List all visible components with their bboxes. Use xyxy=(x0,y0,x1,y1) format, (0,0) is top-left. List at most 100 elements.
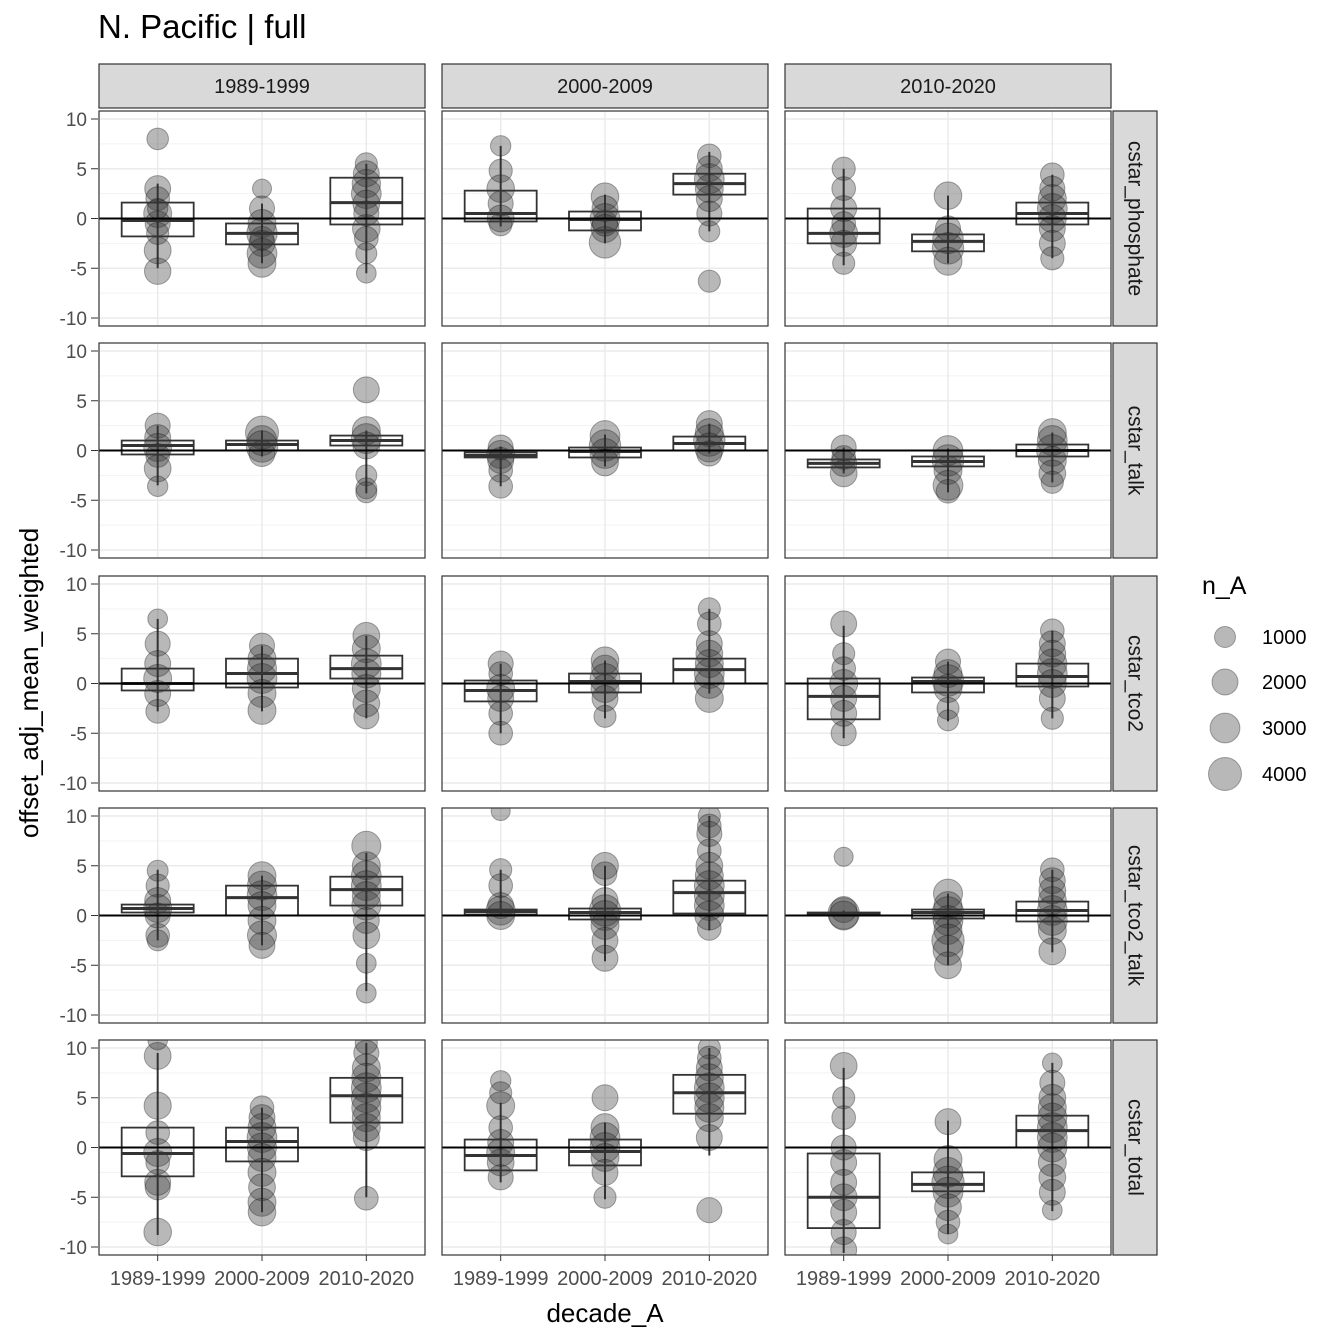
data-point xyxy=(1038,459,1067,488)
data-point xyxy=(489,1081,513,1105)
data-point xyxy=(1036,1112,1068,1143)
data-point xyxy=(590,182,620,211)
data-point xyxy=(144,175,172,203)
data-point xyxy=(830,610,858,638)
data-point xyxy=(931,923,965,958)
legend-key xyxy=(1211,668,1239,696)
data-point xyxy=(832,251,856,275)
data-point xyxy=(831,656,857,681)
data-point xyxy=(1037,1093,1067,1123)
data-point xyxy=(1038,1178,1066,1206)
data-point xyxy=(486,174,515,203)
panel xyxy=(98,807,426,1024)
data-point xyxy=(352,921,381,950)
data-point xyxy=(248,931,276,959)
data-point xyxy=(355,262,377,284)
data-point xyxy=(355,477,378,500)
data-point xyxy=(937,709,959,732)
data-point xyxy=(698,220,721,243)
y-tick-label: 10 xyxy=(66,1039,87,1060)
y-tick-label: -5 xyxy=(70,724,87,745)
data-point xyxy=(1039,175,1066,202)
y-tick-label: 10 xyxy=(66,110,87,131)
data-point xyxy=(144,1174,171,1201)
panel-border xyxy=(98,575,426,792)
legend-key xyxy=(1208,757,1242,791)
x-tick-label: 2000-2009 xyxy=(557,1268,653,1290)
x-tick-label: 1989-1999 xyxy=(796,1268,892,1290)
data-point xyxy=(830,1168,858,1196)
data-point xyxy=(932,222,964,255)
data-point xyxy=(352,160,380,188)
data-point xyxy=(592,861,618,887)
data-point xyxy=(1039,618,1065,644)
data-point xyxy=(696,1197,723,1224)
panel-content xyxy=(463,597,747,746)
data-point xyxy=(247,678,277,708)
data-point xyxy=(488,720,514,746)
data-point xyxy=(696,611,722,637)
data-point xyxy=(145,1150,171,1175)
data-point xyxy=(248,195,276,222)
panel xyxy=(441,1039,769,1256)
data-point xyxy=(146,929,169,952)
x-tick-label: 2010-2020 xyxy=(318,1268,414,1290)
data-point xyxy=(146,475,169,498)
data-point xyxy=(1036,193,1068,224)
data-point xyxy=(143,1091,172,1120)
data-point xyxy=(489,1070,512,1092)
data-point xyxy=(1036,658,1068,689)
data-point xyxy=(695,639,724,668)
legend-label: 4000 xyxy=(1262,764,1307,786)
data-point xyxy=(353,226,379,251)
data-point xyxy=(1038,937,1067,966)
data-point xyxy=(697,269,721,293)
panel xyxy=(784,1039,1112,1256)
row-strip xyxy=(1112,575,1158,792)
y-tick-label: 5 xyxy=(76,1089,87,1110)
data-point xyxy=(1039,1069,1066,1096)
panel-content xyxy=(806,846,1090,980)
data-point xyxy=(829,1052,858,1080)
data-point xyxy=(247,248,277,278)
y-tick-label: -5 xyxy=(70,1188,87,1209)
row-strip-label: cstar_talk xyxy=(1124,406,1147,496)
y-tick-label: 5 xyxy=(76,160,87,181)
y-tick-label: -5 xyxy=(70,259,87,280)
x-tick-label: 1989-1999 xyxy=(453,1268,549,1290)
y-tick-label: 5 xyxy=(76,625,87,646)
data-point xyxy=(351,169,381,199)
panel-border xyxy=(98,110,426,327)
x-tick-label: 1989-1999 xyxy=(110,1268,206,1290)
data-point xyxy=(488,661,514,686)
panel xyxy=(784,342,1112,559)
data-point xyxy=(487,446,515,474)
data-point xyxy=(487,650,514,677)
col-strip-label: 1989-1999 xyxy=(214,76,310,98)
data-point xyxy=(694,174,724,204)
data-point xyxy=(1038,876,1067,905)
data-point xyxy=(249,226,275,251)
data-point xyxy=(1037,418,1067,448)
box xyxy=(806,207,881,245)
data-point xyxy=(143,664,173,694)
data-point xyxy=(488,473,514,499)
data-point xyxy=(591,944,619,972)
y-tick-label: 5 xyxy=(76,392,87,413)
data-point xyxy=(1040,706,1064,730)
data-point xyxy=(591,851,619,880)
data-point xyxy=(694,418,724,448)
data-point xyxy=(350,1082,382,1114)
data-point xyxy=(694,432,725,463)
data-point xyxy=(354,152,378,176)
col-strip-label: 2010-2020 xyxy=(900,76,996,98)
row-strip-label: cstar_phosphate xyxy=(1124,141,1147,296)
data-point xyxy=(934,951,962,980)
panel xyxy=(441,110,769,327)
data-point xyxy=(248,1104,276,1132)
legend-label: 1000 xyxy=(1262,627,1307,649)
panel-border xyxy=(441,110,769,327)
y-tick-label: -10 xyxy=(60,774,87,795)
y-tick-label: 10 xyxy=(66,575,87,596)
